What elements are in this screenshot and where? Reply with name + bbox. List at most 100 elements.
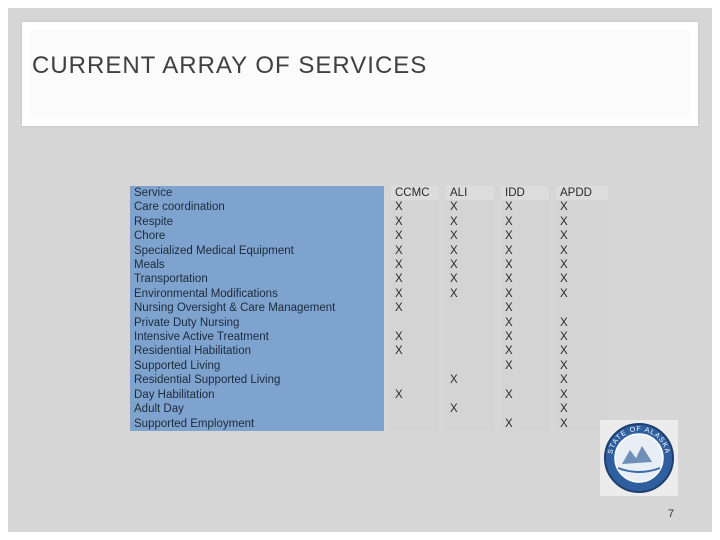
availability-cell: X [391,286,439,302]
availability-cell: X [391,301,439,316]
service-name-cell: Supported Employment [130,416,384,431]
availability-cell [391,402,439,417]
availability-cell: X [501,387,549,403]
header-program: CCMC [391,186,439,201]
column-gap [439,402,446,416]
availability-cell [391,358,439,374]
table-header-row: Service CCMC ALI IDD APDD [130,186,608,201]
column-gap [439,272,446,286]
column-gap [384,229,391,243]
column-gap [549,229,556,243]
column-gap [384,402,391,416]
column-gap [494,229,501,243]
service-name-cell: Adult Day [130,402,384,417]
availability-cell [391,373,439,388]
column-gap [549,272,556,286]
table-row: Respite X X X X [130,214,608,230]
availability-cell: X [556,243,608,259]
column-gap [439,244,446,258]
availability-cell: X [556,402,608,417]
availability-cell [446,344,494,359]
service-name-cell: Environmental Modifications [130,286,384,302]
availability-cell: X [391,387,439,403]
column-gap [549,215,556,229]
column-gap [549,359,556,373]
column-gap [384,215,391,229]
availability-cell: X [556,286,608,302]
state-of-alaska-seal-icon: STATE OF ALASKA [600,420,678,496]
availability-cell: X [446,272,494,287]
header-program: ALI [446,186,494,201]
service-name-cell: Chore [130,229,384,244]
column-gap [494,359,501,373]
column-gap [439,417,446,431]
column-gap [494,301,501,315]
title-panel [22,22,698,126]
column-gap [549,373,556,387]
column-gap [384,344,391,358]
availability-cell [556,301,608,316]
availability-cell: X [556,315,608,331]
column-gap [439,330,446,344]
availability-cell: X [501,301,549,316]
service-name-cell: Transportation [130,272,384,287]
service-name-cell: Respite [130,214,384,230]
column-gap [439,388,446,402]
column-gap [494,388,501,402]
table-row: Specialized Medical Equipment X X X X [130,243,608,259]
column-gap [384,244,391,258]
availability-cell: X [391,330,439,345]
availability-cell: X [391,344,439,359]
service-name-cell: Supported Living [130,358,384,374]
column-gap [384,388,391,402]
availability-cell: X [556,258,608,273]
table-row: Adult Day X X [130,402,608,417]
service-name-cell: Nursing Oversight & Care Management [130,301,384,316]
column-gap [384,417,391,431]
column-gap [439,316,446,330]
column-gap [439,344,446,358]
column-gap [494,373,501,387]
column-gap [494,186,501,200]
column-gap [549,258,556,272]
column-gap [439,258,446,272]
availability-cell: X [501,330,549,345]
slide-title: CURRENT ARRAY OF SERVICES [32,52,428,79]
column-gap [384,330,391,344]
header-program: IDD [501,186,549,201]
availability-cell: X [391,258,439,273]
availability-cell: X [446,229,494,244]
availability-cell: X [446,243,494,259]
availability-cell: X [391,229,439,244]
service-name-cell: Care coordination [130,200,384,215]
availability-cell: X [446,200,494,215]
title-panel-inner [30,30,690,118]
column-gap [439,215,446,229]
column-gap [494,258,501,272]
table-row: Day Habilitation X X X [130,387,608,403]
column-gap [494,272,501,286]
table-row: Private Duty Nursing X X [130,315,608,331]
column-gap [384,186,391,200]
table-row: Intensive Active Treatment X X X [130,330,608,345]
availability-cell: X [446,402,494,417]
availability-cell [446,330,494,345]
service-name-cell: Day Habilitation [130,387,384,403]
column-gap [494,344,501,358]
header-service: Service [130,186,384,201]
table-row: Environmental Modifications X X X X [130,286,608,302]
service-name-cell: Private Duty Nursing [130,315,384,331]
seal-graphic: STATE OF ALASKA [604,423,674,493]
availability-cell [446,315,494,331]
availability-cell: X [501,258,549,273]
column-gap [549,388,556,402]
availability-cell: X [391,200,439,215]
column-gap [439,359,446,373]
availability-cell: X [446,373,494,388]
availability-cell: X [556,272,608,287]
column-gap [494,330,501,344]
column-gap [494,244,501,258]
service-name-cell: Intensive Active Treatment [130,330,384,345]
service-name-cell: Meals [130,258,384,273]
table-row: Supported Employment X X [130,416,608,431]
